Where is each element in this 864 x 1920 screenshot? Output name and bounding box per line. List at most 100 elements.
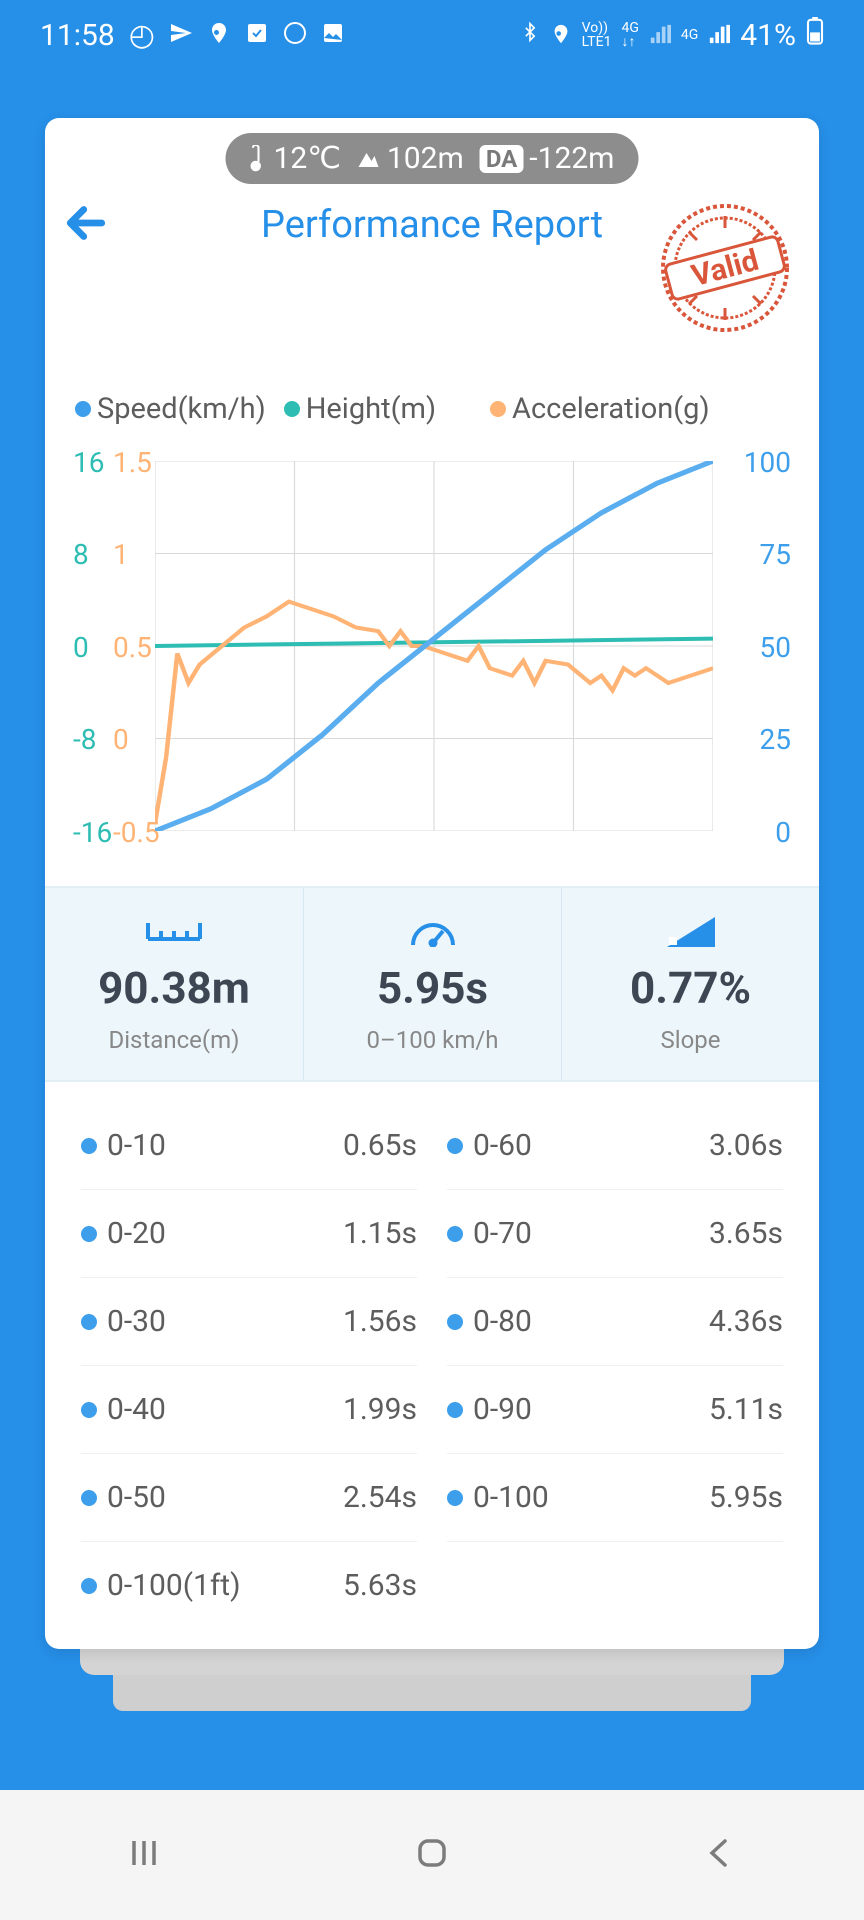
legend-height-dot: [284, 401, 300, 417]
split-range: 0-80: [447, 1304, 532, 1339]
split-range: 0-70: [447, 1216, 532, 1251]
split-time: 1.15s: [343, 1216, 417, 1251]
check-icon: [245, 18, 269, 53]
y1-tick: 8: [73, 538, 89, 571]
distance-value: 90.38m: [45, 962, 303, 1014]
network-4g-1: 4G↓↑: [621, 21, 638, 49]
split-range: 0-60: [447, 1128, 532, 1163]
split-time: 5.11s: [709, 1392, 783, 1427]
metric-distance: 90.38m Distance(m): [45, 888, 303, 1080]
split-row: 0-401.99s: [81, 1366, 417, 1454]
split-dot-icon: [81, 1490, 97, 1506]
split-range: 0-40: [81, 1392, 166, 1427]
split-row: 0-20 1.15s: [81, 1190, 417, 1278]
split-row: 0-70 3.65s: [447, 1190, 783, 1278]
split-range: 0-20: [81, 1216, 166, 1251]
split-row: 0-50 2.54s: [81, 1454, 417, 1542]
y2-tick: 1.5: [113, 446, 152, 479]
split-row: 0-80 4.36s: [447, 1278, 783, 1366]
network-4g-2: 4G: [681, 28, 698, 42]
chart: 1680-8-161.510.50-0.51007550250: [73, 446, 791, 846]
legend-accel-label: Acceleration(g): [512, 392, 710, 426]
split-dot-icon: [447, 1314, 463, 1330]
split-row: 0-100.65s: [81, 1102, 417, 1190]
yr-tick: 25: [760, 723, 791, 756]
nav-bar: [0, 1790, 864, 1920]
split-range: 0-100(1ft): [81, 1568, 241, 1603]
metrics-row: 90.38m Distance(m) 5.95s 0–100 km/h 0.77…: [45, 886, 819, 1082]
legend-height-label: Height(m): [306, 392, 436, 426]
split-range: 0-30: [81, 1304, 166, 1339]
split-time: 5.95s: [709, 1480, 783, 1515]
timer-icon: ◴: [129, 18, 155, 53]
split-time: 3.06s: [709, 1128, 783, 1163]
split-time: 2.54s: [343, 1480, 417, 1515]
split-row: 0-100(1ft) 5.63s: [81, 1542, 417, 1629]
split-row-empty: [447, 1542, 783, 1629]
ruler-icon: [45, 912, 303, 952]
split-dot-icon: [447, 1490, 463, 1506]
split-time: 0.65s: [343, 1128, 417, 1163]
legend-speed-dot: [75, 401, 91, 417]
back-button[interactable]: [59, 196, 113, 254]
yr-tick: 0: [775, 816, 791, 849]
y1-tick: -8: [73, 723, 96, 756]
legend-height: Height(m): [284, 392, 436, 426]
valid-stamp: Valid: [655, 198, 795, 342]
split-row: 0-60 3.06s: [447, 1102, 783, 1190]
split-dot-icon: [447, 1226, 463, 1242]
nav-back[interactable]: [700, 1833, 740, 1877]
y2-tick: -0.5: [113, 816, 160, 849]
y1-tick: 16: [73, 446, 104, 479]
split-row: 0-100 5.95s: [447, 1454, 783, 1542]
stamp-text: Valid: [688, 243, 763, 294]
time-label: 0–100 km/h: [304, 1026, 561, 1054]
y1-tick: 0: [73, 631, 89, 664]
split-row: 0-301.56s: [81, 1278, 417, 1366]
time-value: 5.95s: [304, 962, 561, 1014]
split-dot-icon: [81, 1402, 97, 1418]
legend-accel-dot: [490, 401, 506, 417]
metric-time: 5.95s 0–100 km/h: [303, 888, 561, 1080]
y1-tick: -16: [73, 816, 112, 849]
yr-tick: 75: [760, 538, 791, 571]
y2-tick: 0.5: [113, 631, 152, 664]
split-dot-icon: [81, 1226, 97, 1242]
location-icon: [550, 18, 572, 53]
split-dot-icon: [81, 1138, 97, 1154]
legend-accel: Acceleration(g): [490, 392, 710, 426]
status-bar: 11:58 ◴ Vo))LTE1 4G↓↑ 4G 41%: [0, 0, 864, 70]
split-dot-icon: [81, 1314, 97, 1330]
y2-tick: 1: [113, 538, 129, 571]
status-left: 11:58 ◴: [40, 18, 345, 53]
split-time: 3.65s: [709, 1216, 783, 1251]
y2-tick: 0: [113, 723, 129, 756]
signal-icon-2: [708, 18, 730, 53]
split-range: 0-50: [81, 1480, 166, 1515]
split-dot-icon: [447, 1138, 463, 1154]
app-area: 12℃ 102m DA -122m Performance Report: [0, 70, 864, 1711]
split-range: 0-90: [447, 1392, 532, 1427]
nav-home[interactable]: [412, 1833, 452, 1877]
status-time: 11:58: [40, 18, 115, 53]
chart-svg: [155, 461, 713, 831]
split-time: 5.63s: [343, 1568, 417, 1603]
nav-recent[interactable]: [124, 1833, 164, 1877]
battery-icon: [806, 17, 824, 53]
slope-value: 0.77%: [562, 962, 819, 1014]
signal-icon-1: [649, 18, 671, 53]
circle-icon: [283, 18, 307, 53]
location-send-icon: [169, 18, 193, 53]
metric-slope: 0.77% Slope: [561, 888, 819, 1080]
yr-tick: 50: [760, 631, 791, 664]
legend-speed-label: Speed(km/h): [97, 392, 266, 426]
battery-percent: 41%: [740, 18, 796, 53]
split-range: 0-100: [447, 1480, 549, 1515]
image-icon: [321, 18, 345, 53]
legend-speed: Speed(km/h): [75, 392, 266, 426]
report-card: 12℃ 102m DA -122m Performance Report: [45, 118, 819, 1649]
distance-label: Distance(m): [45, 1026, 303, 1054]
split-time: 4.36s: [709, 1304, 783, 1339]
lte-label: Vo))LTE1: [582, 21, 612, 49]
status-right: Vo))LTE1 4G↓↑ 4G 41%: [520, 17, 824, 53]
